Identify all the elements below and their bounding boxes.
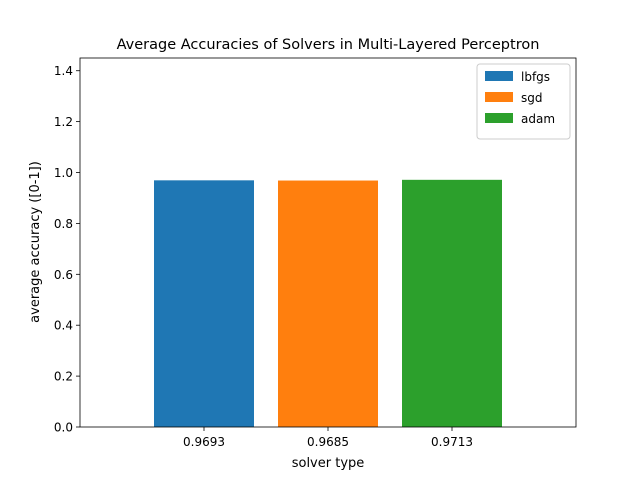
y-tick-label: 0.4 bbox=[54, 319, 73, 333]
bar-adam bbox=[402, 179, 502, 427]
legend-label-lbfgs: lbfgs bbox=[521, 70, 550, 84]
legend-label-adam: adam bbox=[521, 112, 555, 126]
y-tick-label: 0.6 bbox=[54, 268, 73, 282]
bar-lbfgs bbox=[154, 180, 254, 427]
bar-sgd bbox=[278, 180, 378, 427]
legend-swatch-adam bbox=[485, 113, 513, 123]
y-tick-label: 1.4 bbox=[54, 64, 73, 78]
y-axis-label: average accuracy ([0-1]) bbox=[28, 161, 43, 323]
chart-title: Average Accuracies of Solvers in Multi-L… bbox=[117, 37, 540, 53]
legend: lbfgs sgd adam bbox=[476, 63, 571, 140]
x-tick-label: 0.9713 bbox=[431, 435, 473, 449]
x-axis: 0.9693 0.9685 0.9713 bbox=[183, 427, 473, 449]
y-tick-label: 0.0 bbox=[54, 421, 73, 435]
y-tick-label: 1.2 bbox=[54, 115, 73, 129]
legend-swatch-lbfgs bbox=[485, 71, 513, 81]
x-tick-label: 0.9685 bbox=[307, 435, 349, 449]
y-tick-label: 0.2 bbox=[54, 370, 73, 384]
y-tick-label: 0.8 bbox=[54, 217, 73, 231]
legend-label-sgd: sgd bbox=[521, 91, 543, 105]
y-tick-label: 1.0 bbox=[54, 166, 73, 180]
y-axis: 0.0 0.2 0.4 0.6 0.8 1.0 1.2 1.4 bbox=[54, 64, 80, 435]
plot-area bbox=[79, 57, 577, 428]
x-tick-label: 0.9693 bbox=[183, 435, 225, 449]
x-axis-label: solver type bbox=[292, 456, 365, 471]
legend-swatch-sgd bbox=[485, 92, 513, 102]
